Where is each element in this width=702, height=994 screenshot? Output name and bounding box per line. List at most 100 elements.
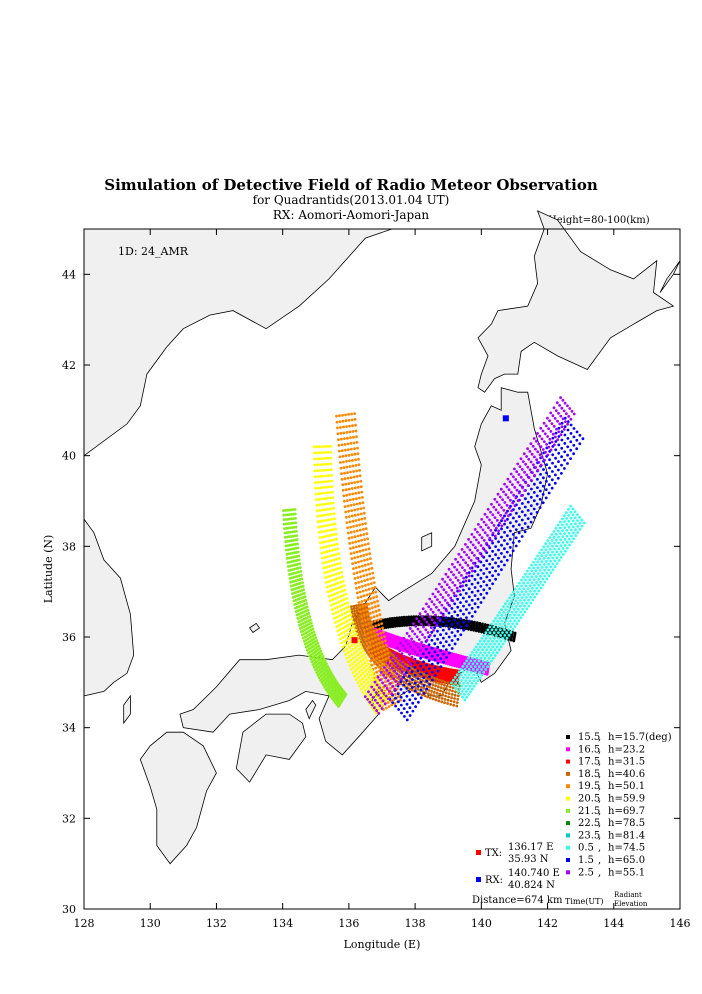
trajectory-point [364, 623, 368, 626]
trajectory-point [446, 698, 450, 702]
trajectory-point [430, 638, 434, 642]
trajectory-point [355, 591, 359, 595]
trajectory-point [565, 540, 569, 544]
trajectory-point [411, 686, 414, 689]
trajectory-point [535, 581, 538, 584]
trajectory-point [510, 610, 514, 614]
trajectory-point [366, 617, 370, 621]
trajectory-point [360, 490, 364, 494]
trajectory-point [359, 595, 363, 599]
trajectory-point [439, 625, 442, 629]
trajectory-point [523, 604, 526, 608]
trajectory-point [375, 683, 379, 687]
trajectory-point [323, 660, 327, 663]
trajectory-point [563, 538, 567, 541]
trajectory-point [569, 457, 572, 460]
trajectory-point [569, 417, 573, 421]
trajectory-point [401, 662, 405, 666]
trajectory-point [575, 438, 579, 442]
trajectory-point [436, 598, 439, 601]
land-hokkaido [477, 210, 675, 393]
trajectory-point [493, 648, 497, 652]
trajectory-point [464, 690, 468, 693]
trajectory-point [419, 664, 423, 668]
trajectory-point [409, 663, 413, 667]
trajectory-point [542, 557, 546, 560]
trajectory-point [352, 441, 356, 445]
trajectory-point [352, 435, 355, 439]
trajectory-point [484, 668, 488, 671]
trajectory-point [341, 483, 345, 487]
trajectory-point [352, 624, 356, 628]
trajectory-point [372, 629, 376, 633]
trajectory-point [355, 545, 358, 549]
trajectory-point [326, 507, 330, 511]
trajectory-point [361, 624, 365, 627]
trajectory-point [368, 552, 372, 556]
trajectory-point [327, 518, 331, 522]
trajectory-point [327, 667, 331, 670]
trajectory-point [476, 581, 480, 585]
trajectory-point [314, 636, 318, 639]
trajectory-point [536, 450, 540, 454]
trajectory-point [427, 623, 431, 627]
trajectory-point [507, 488, 511, 492]
trajectory-point [388, 689, 391, 693]
trajectory-point [362, 658, 365, 661]
trajectory-point [356, 555, 360, 559]
trajectory-point [365, 573, 369, 577]
trajectory-point [338, 590, 342, 594]
trajectory-point [527, 604, 531, 608]
trajectory-point [496, 511, 500, 514]
trajectory-point [398, 649, 402, 653]
trajectory-point [347, 627, 351, 631]
trajectory-point [552, 530, 556, 533]
trajectory-point [346, 471, 349, 474]
trajectory-point [333, 548, 337, 551]
distance-label: Distance=674 km [472, 895, 563, 906]
trajectory-point [439, 689, 442, 693]
legend-swatch [566, 796, 570, 801]
trajectory-point [559, 414, 563, 418]
trajectory-point [486, 534, 489, 537]
trajectory-point [442, 636, 445, 640]
trajectory-point [548, 437, 552, 441]
trajectory-point [427, 643, 431, 647]
trajectory-point [357, 639, 361, 643]
trajectory-point [344, 413, 347, 417]
trajectory-point [329, 450, 333, 454]
trajectory-point [538, 569, 542, 572]
trajectory-point [517, 473, 521, 476]
trajectory-point [452, 678, 455, 682]
trajectory-point [316, 514, 319, 518]
trajectory-point [514, 536, 518, 540]
trajectory-point [347, 536, 351, 540]
trajectory-point [352, 497, 355, 501]
trajectory-point [320, 503, 324, 506]
trajectory-point [321, 540, 325, 544]
trajectory-point [561, 552, 565, 556]
trajectory-point [361, 589, 365, 593]
trajectory-point [396, 646, 399, 650]
trajectory-point [329, 574, 333, 578]
trajectory-point [511, 533, 515, 536]
trajectory-point [559, 532, 562, 536]
trajectory-point [369, 659, 373, 663]
trajectory-point [351, 621, 355, 624]
trajectory-point [549, 571, 553, 575]
trajectory-point [321, 655, 325, 658]
trajectory-point [399, 703, 403, 707]
trajectory-point [481, 546, 485, 550]
trajectory-point [526, 587, 530, 590]
trajectory-point [336, 596, 340, 599]
trajectory-point [333, 522, 337, 526]
trajectory-point [393, 616, 397, 620]
trajectory-point [510, 599, 513, 603]
trajectory-point [497, 648, 501, 652]
trajectory-point [336, 547, 340, 551]
trajectory-point [573, 516, 577, 520]
trajectory-point [330, 523, 334, 526]
trajectory-point [377, 608, 381, 612]
trajectory-point [350, 644, 354, 648]
y-tick-label: 40 [62, 450, 76, 463]
